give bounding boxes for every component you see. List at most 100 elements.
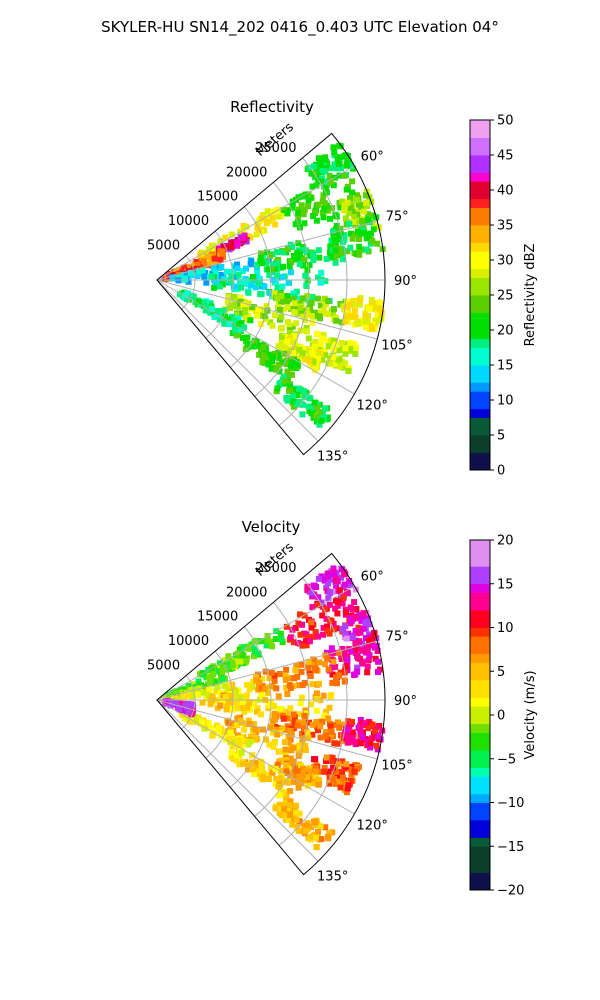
echo-cell	[226, 662, 233, 669]
colorbar-segment	[470, 120, 490, 130]
echo-cell	[233, 740, 240, 747]
colorbar-segment	[470, 785, 490, 795]
echo-cell	[320, 631, 327, 638]
echo-cell	[293, 662, 300, 669]
echo-cell	[337, 249, 344, 256]
echo-cell	[282, 812, 289, 819]
echo-cell	[274, 284, 281, 291]
echo-cell	[315, 727, 321, 734]
colorbar-segment	[470, 426, 490, 436]
echo-cell	[324, 623, 330, 630]
echo-cell	[303, 328, 310, 335]
echo-cell	[359, 734, 366, 741]
echo-cell	[278, 757, 285, 764]
range-tick-label: 15000	[197, 610, 238, 625]
echo-cell	[326, 601, 333, 608]
colorbar-segment	[470, 575, 490, 585]
echo-cell	[287, 684, 294, 691]
colorbar-segment	[470, 347, 490, 357]
echo-cell	[271, 716, 278, 723]
echo-cell	[294, 362, 301, 369]
echo-cell	[241, 324, 248, 331]
echo-cell	[338, 319, 345, 326]
echo-cell	[261, 227, 268, 234]
echo-cell	[288, 731, 295, 738]
colorbar-segment	[470, 653, 490, 663]
colorbar-segment	[470, 172, 490, 182]
echo-cell	[314, 418, 320, 425]
echo-cell	[246, 699, 253, 706]
echo-cell	[332, 247, 339, 254]
echo-cell	[295, 745, 302, 752]
echo-region	[216, 654, 250, 676]
echo-cell	[316, 680, 322, 687]
range-ring	[205, 650, 234, 759]
colorbar: −20 −15 −10 −5 0 5 10 15 20 Velocity (m/s)	[469, 534, 538, 899]
echo-cell	[208, 697, 215, 704]
echo-cell	[334, 602, 341, 609]
echo-cell	[225, 316, 232, 323]
echo-cell	[207, 675, 214, 682]
echo-cell	[279, 283, 286, 290]
echo-cell	[259, 675, 265, 682]
echo-cell	[352, 647, 358, 654]
echo-cell	[207, 309, 214, 316]
echo-cell	[236, 278, 243, 285]
echo-cell	[300, 777, 307, 784]
colorbar-segment	[470, 295, 490, 305]
echo-cell	[299, 411, 306, 418]
echo-cell	[234, 705, 241, 712]
echo-cell	[263, 736, 269, 743]
echo-cell	[368, 296, 375, 303]
echo-cell	[189, 694, 196, 701]
echo-cell	[247, 261, 254, 268]
echo-cell	[320, 624, 327, 631]
colorbar-segment	[470, 750, 490, 760]
echo-cell	[217, 702, 224, 709]
echo-cell	[319, 167, 326, 174]
echo-cell	[305, 735, 312, 741]
echo-cell	[345, 368, 352, 375]
echo-cell	[205, 691, 212, 698]
echo-cell	[328, 645, 335, 652]
echo-cell	[321, 348, 328, 355]
echo-cell	[335, 233, 342, 240]
echo-cell	[296, 295, 303, 302]
echo-cell	[243, 223, 250, 230]
echo-cell	[295, 784, 302, 791]
echo-cell	[314, 331, 321, 338]
echo-cell	[270, 208, 277, 215]
colorbar-tick-label: −10	[497, 796, 524, 811]
echo-cell	[299, 401, 306, 408]
echo-cell	[258, 638, 265, 645]
echo-cell	[229, 743, 236, 750]
echo-cell	[318, 417, 325, 424]
colorbar-segment	[470, 820, 490, 830]
echo-cell	[254, 261, 261, 268]
echo-cell	[320, 692, 327, 699]
echo-cell	[344, 248, 351, 255]
echo-cell	[349, 735, 356, 742]
echo-cell	[338, 165, 345, 172]
echo-cell	[245, 289, 252, 296]
panel-title: Reflectivity	[230, 98, 314, 116]
echo-cell	[355, 629, 362, 636]
echo-cell	[258, 768, 265, 775]
echo-cell	[357, 726, 364, 733]
echo-cell	[234, 239, 241, 246]
echo-cell	[208, 273, 215, 280]
colorbar-segment	[470, 697, 490, 707]
echo-cell	[342, 215, 349, 222]
echo-cell	[334, 356, 341, 363]
echo-cell	[290, 639, 297, 646]
azimuth-tick-label: 120°	[357, 818, 388, 833]
echo-cell	[210, 671, 217, 678]
echo-cell	[195, 678, 202, 685]
echo-cell	[309, 350, 316, 357]
echo-cell	[344, 312, 351, 319]
echo-cell	[360, 625, 367, 632]
echo-cell	[330, 233, 337, 240]
echo-cell	[325, 768, 332, 775]
echo-cell	[314, 723, 320, 730]
